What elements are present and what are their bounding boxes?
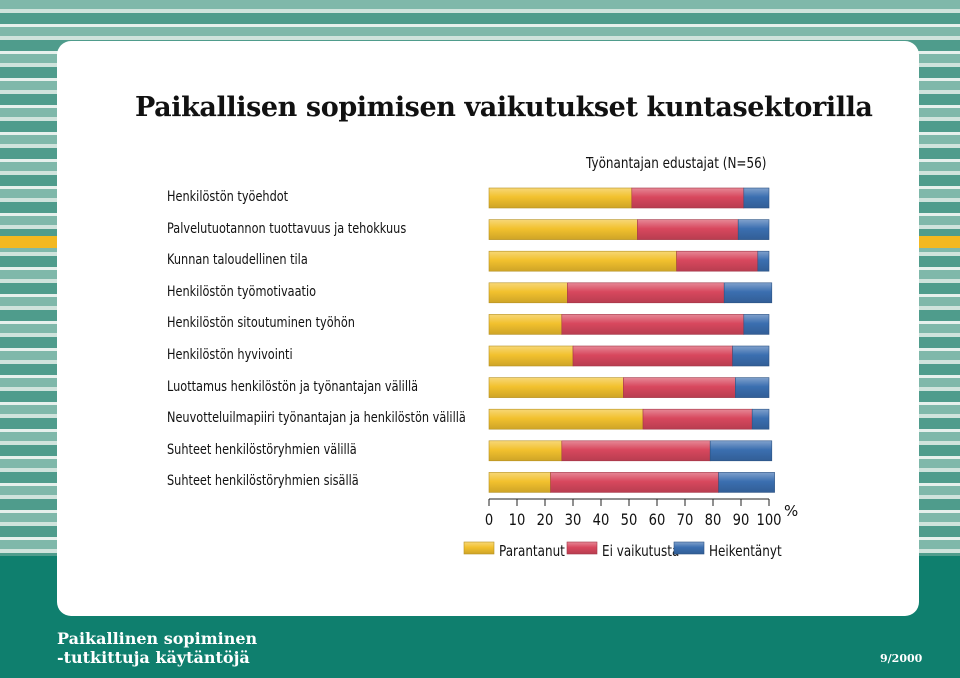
bar-heikentanyt-6 bbox=[732, 345, 770, 367]
x-tick-label-20: 20 bbox=[537, 511, 554, 530]
category-label-kunnan-taloudellinen-tila: Kunnan taloudellinen tila bbox=[167, 252, 308, 269]
bar-heikentanyt-9 bbox=[709, 440, 773, 462]
bar-parantanut-4 bbox=[488, 282, 568, 304]
bar-ei-vaikutusta-2 bbox=[637, 219, 739, 240]
legend-label-parantanut: Parantanut bbox=[499, 543, 565, 561]
x-tick-label-10: 10 bbox=[509, 511, 526, 530]
bar-ei-vaikutusta-6 bbox=[572, 345, 733, 367]
bar-ei-vaikutusta-7 bbox=[623, 377, 736, 398]
x-tick-label-30: 30 bbox=[565, 511, 582, 530]
legend-label-ei-vaikutusta: Ei vaikutusta bbox=[602, 543, 679, 561]
content-panel bbox=[57, 41, 919, 616]
bar-parantanut-7 bbox=[488, 377, 624, 398]
accent-band-right bbox=[919, 236, 960, 248]
bar-heikentanyt-2 bbox=[737, 219, 770, 240]
x-tick-label-70: 70 bbox=[677, 511, 694, 530]
page-title: Paikallisen sopimisen vaikutukset kuntas… bbox=[135, 92, 873, 123]
bar-ei-vaikutusta-1 bbox=[631, 187, 745, 209]
x-tick-label-80: 80 bbox=[705, 511, 722, 530]
category-label-henkiloston-sitoutuminen-tyohon: Henkilöstön sitoutuminen työhön bbox=[167, 315, 355, 332]
x-tick-label-100: 100 bbox=[756, 511, 781, 530]
legend-swatch-parantanut bbox=[463, 541, 495, 555]
x-tick-label-60: 60 bbox=[649, 511, 666, 530]
bar-parantanut-2 bbox=[488, 219, 638, 240]
issue-number: 9/2000 bbox=[880, 652, 923, 665]
bar-heikentanyt-4 bbox=[723, 282, 773, 304]
category-label-neuvotteluilmapiiri-tyonantajan-ja-henkiloston-valilla: Neuvotteluilmapiiri työnantajan ja henki… bbox=[167, 410, 466, 427]
category-label-henkiloston-tyoehdot: Henkilöstön työehdot bbox=[167, 189, 289, 205]
bar-parantanut-1 bbox=[488, 187, 633, 209]
bar-heikentanyt-7 bbox=[735, 377, 770, 398]
category-label-luottamus-henkiloston-ja-tyonantajan-valilla: Luottamus henkilöstön ja työnantajan väl… bbox=[167, 378, 419, 395]
category-label-palvelutuotannon-tuottavuus-ja-tehokkuus: Palvelutuotannon tuottavuus ja tehokkuus bbox=[167, 220, 407, 237]
bar-ei-vaikutusta-9 bbox=[561, 440, 711, 462]
bar-ei-vaikutusta-5 bbox=[561, 314, 745, 335]
bar-ei-vaikutusta-3 bbox=[676, 250, 759, 272]
accent-band-left bbox=[0, 236, 57, 248]
bar-heikentanyt-8 bbox=[751, 408, 770, 430]
x-tick-label-90: 90 bbox=[733, 511, 750, 530]
category-label-henkiloston-tyomotivaatio: Henkilöstön työmotivaatio bbox=[167, 283, 317, 300]
bar-heikentanyt-5 bbox=[743, 314, 770, 335]
bar-heikentanyt-10 bbox=[718, 472, 775, 493]
bar-parantanut-6 bbox=[488, 345, 574, 367]
category-label-henkiloston-hyvivointi: Henkilöstön hyvivointi bbox=[167, 347, 293, 363]
bar-parantanut-5 bbox=[488, 314, 563, 335]
bar-parantanut-3 bbox=[488, 250, 677, 272]
footer-series-subtitle: -tutkittuja käytäntöjä bbox=[57, 648, 250, 667]
legend-swatch-ei-vaikutusta bbox=[566, 541, 598, 555]
bar-ei-vaikutusta-4 bbox=[567, 282, 725, 304]
x-tick-label-0: 0 bbox=[485, 511, 493, 530]
bar-ei-vaikutusta-8 bbox=[642, 408, 753, 430]
bar-parantanut-9 bbox=[488, 440, 563, 462]
legend-swatch-heikentanyt bbox=[673, 541, 705, 555]
legend-label-heikentanyt: Heikentänyt bbox=[709, 543, 782, 561]
x-tick-label-40: 40 bbox=[593, 511, 610, 530]
bar-heikentanyt-3 bbox=[757, 250, 770, 272]
category-label-suhteet-henkilostoryhmien-valilla: Suhteet henkilöstöryhmien välillä bbox=[167, 441, 357, 458]
category-label-suhteet-henkilostoryhmien-sisalla: Suhteet henkilöstöryhmien sisällä bbox=[167, 473, 359, 490]
chart-subtitle: Työnantajan edustajat (N=56) bbox=[586, 154, 767, 172]
bar-ei-vaikutusta-10 bbox=[550, 472, 719, 493]
footer-series-title: Paikallinen sopiminen bbox=[57, 629, 258, 648]
bar-parantanut-10 bbox=[488, 472, 551, 493]
bar-parantanut-8 bbox=[488, 408, 644, 430]
bar-heikentanyt-1 bbox=[743, 187, 770, 209]
x-tick-label-50: 50 bbox=[621, 511, 638, 530]
x-axis-unit: % bbox=[784, 502, 798, 520]
